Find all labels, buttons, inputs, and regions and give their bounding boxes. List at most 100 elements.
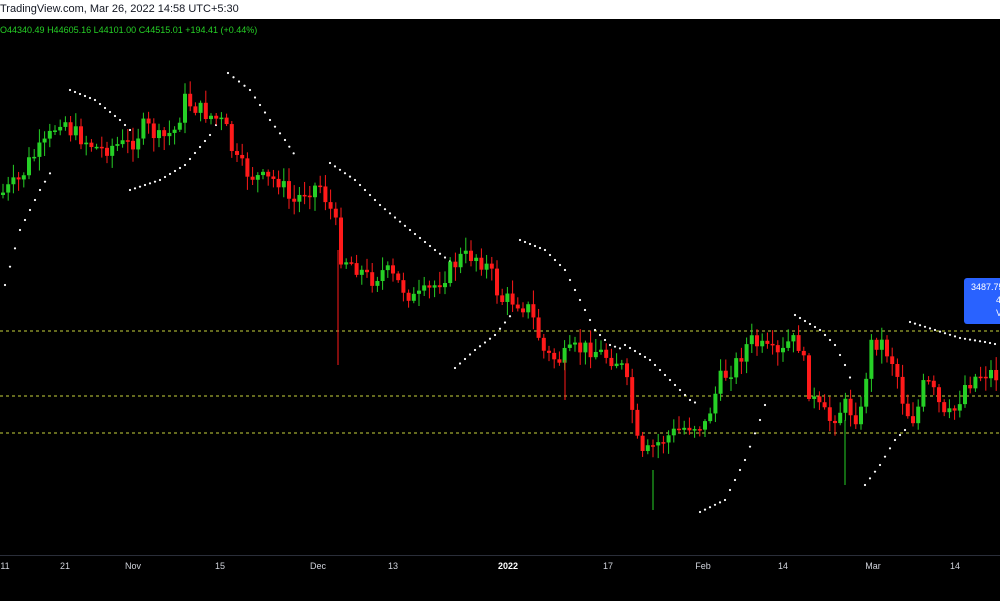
candle: [422, 276, 427, 296]
sar-dot: [613, 345, 617, 348]
candle: [448, 257, 453, 287]
sar-dot: [923, 325, 927, 328]
sar-dot: [148, 182, 152, 185]
candle: [177, 117, 182, 133]
candle: [947, 399, 952, 419]
sar-dot: [688, 398, 692, 402]
candle: [417, 279, 421, 307]
candle: [281, 168, 286, 198]
sar-dot: [128, 128, 132, 132]
candle: [796, 325, 801, 354]
candle: [588, 330, 593, 369]
candle: [240, 143, 245, 166]
time-axis[interactable]: 11 21 Nov 15 Dec 13 2022 17 Feb 14 Mar 14: [0, 555, 1000, 601]
sar-dot: [98, 102, 102, 106]
candle: [203, 90, 208, 123]
sar-dot: [158, 178, 162, 182]
candle: [313, 182, 317, 211]
sar-dot: [558, 263, 562, 267]
sar-dot: [893, 438, 897, 442]
candle: [885, 335, 889, 363]
sar-dot: [503, 321, 507, 324]
sar-dot: [398, 220, 402, 223]
sar-dot: [543, 248, 547, 252]
sar-dot: [248, 88, 252, 92]
sar-dot: [888, 447, 892, 450]
sar-dot: [478, 345, 482, 348]
candle: [734, 352, 739, 385]
candle: [198, 100, 203, 122]
candle: [651, 439, 655, 458]
candle: [827, 396, 832, 432]
sar-dot: [483, 341, 487, 344]
sar-dot: [538, 246, 542, 250]
x-tick-label: Feb: [695, 561, 711, 571]
candle: [53, 125, 57, 135]
candle: [219, 112, 224, 131]
ohlc-readout: O44340.49 H44605.16 L44101.00 C44515.01 …: [0, 25, 257, 35]
sar-dot: [938, 330, 942, 333]
sar-dot: [168, 172, 172, 176]
sar-dot: [683, 393, 687, 397]
sar-dot: [913, 322, 917, 325]
sar-dot: [633, 349, 637, 353]
x-tick-label: 21: [59, 561, 71, 571]
candle: [833, 415, 837, 436]
candle: [500, 288, 505, 306]
sar-dot: [598, 333, 602, 337]
candle: [905, 394, 910, 419]
candle: [307, 186, 312, 210]
candle: [578, 329, 583, 365]
sar-dot: [443, 256, 447, 259]
candle: [271, 169, 276, 188]
sar-dot: [378, 203, 382, 207]
sar-dot: [828, 338, 832, 342]
sar-dot: [813, 325, 817, 329]
candle: [781, 337, 785, 362]
sar-dot: [638, 352, 642, 356]
price-levels: [0, 330, 1000, 434]
sar-dot: [143, 183, 147, 187]
candle: [463, 237, 468, 264]
candle: [926, 376, 931, 385]
candle: [323, 175, 328, 211]
candle: [812, 387, 817, 409]
sar-dot: [113, 114, 117, 118]
sar-dot: [908, 320, 912, 324]
candle: [968, 376, 973, 394]
candle: [989, 360, 993, 388]
sar-dot: [563, 268, 567, 272]
sar-dot: [608, 343, 612, 347]
sar-dot: [823, 333, 827, 337]
x-tick-label: Mar: [865, 561, 881, 571]
candle: [515, 297, 520, 312]
ohlc-change: +194.41 (+0.44%): [185, 25, 258, 35]
candle: [505, 287, 510, 316]
candle: [235, 143, 239, 162]
sar-dot: [933, 328, 937, 332]
candle: [32, 149, 37, 162]
candle: [697, 426, 702, 437]
candle: [723, 359, 728, 381]
candle: [162, 127, 167, 151]
sar-dot: [253, 96, 257, 99]
candle: [557, 351, 562, 366]
candle: [630, 368, 635, 424]
sar-dot: [292, 152, 295, 155]
sar-dot: [28, 208, 32, 212]
sar-dot: [188, 157, 192, 161]
candle: [58, 119, 63, 136]
candle: [983, 366, 988, 391]
price-chart[interactable]: [0, 0, 1000, 555]
candle: [489, 256, 494, 281]
candle: [682, 420, 687, 435]
x-tick-label: 15: [214, 561, 226, 571]
sar-dot: [793, 313, 797, 317]
sar-dot: [463, 357, 467, 361]
sar-dot: [408, 228, 412, 232]
sar-dot: [138, 185, 142, 188]
candle: [6, 176, 11, 201]
candle: [791, 332, 796, 353]
sar-dot: [468, 353, 472, 356]
candle: [245, 152, 250, 190]
